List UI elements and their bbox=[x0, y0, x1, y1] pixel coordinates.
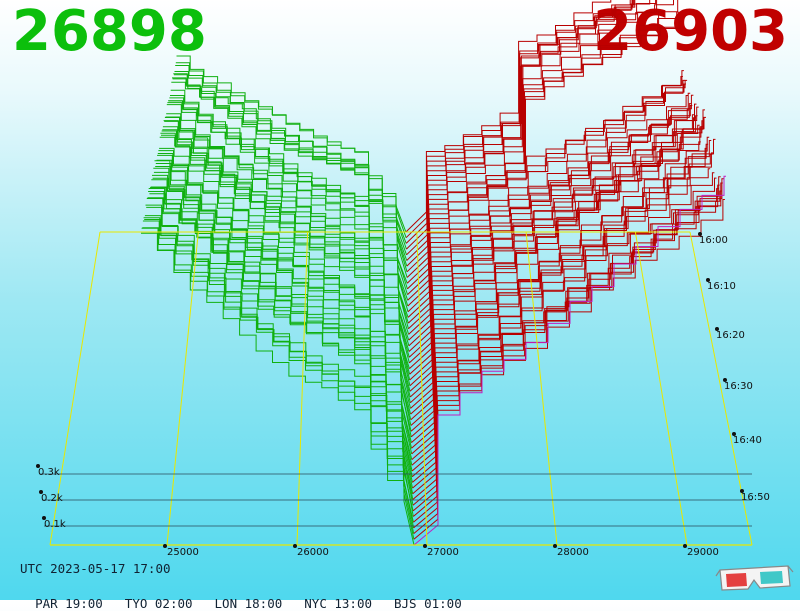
bid-depth-line bbox=[175, 65, 407, 244]
tz-nyc: NYC 13:00 bbox=[304, 596, 372, 611]
tz-lon: LON 18:00 bbox=[214, 596, 283, 611]
x-tick-dot bbox=[423, 544, 427, 548]
timezone-row: PAR 19:00 TYO 02:00 LON 18:00 NYC 13:00 BJS … bbox=[20, 581, 484, 611]
grid-price-line bbox=[166, 231, 199, 546]
tz-par: PAR 19:00 bbox=[35, 596, 103, 611]
x-tick-label: 28000 bbox=[557, 547, 589, 558]
ask-depth-line bbox=[408, 83, 686, 330]
ask-depth-line bbox=[411, 153, 713, 472]
grid-price-line bbox=[416, 231, 428, 546]
3d-glasses-icon[interactable] bbox=[714, 562, 794, 594]
ask-depth-line bbox=[413, 199, 725, 540]
time-tick-dot bbox=[740, 489, 744, 493]
ask-price: 26903 bbox=[593, 0, 788, 64]
time-tick-dot bbox=[706, 278, 710, 282]
grid-left-edge bbox=[49, 231, 101, 546]
y-tick-label: 0.1k bbox=[44, 519, 66, 530]
grid-price-line bbox=[525, 231, 558, 546]
time-tick-dot bbox=[732, 432, 736, 436]
time-tick-dot bbox=[723, 378, 727, 382]
ask-depth-line bbox=[407, 79, 685, 324]
bid-depth-line bbox=[152, 174, 412, 449]
x-tick-dot bbox=[163, 544, 167, 548]
time-tick-label: 16:50 bbox=[741, 492, 770, 503]
ask-depth-line bbox=[410, 141, 701, 409]
ask-depth-line bbox=[412, 188, 719, 506]
bid-depth-line bbox=[176, 55, 407, 233]
tz-bjs: BJS 01:00 bbox=[394, 596, 462, 611]
ask-depth-line bbox=[410, 116, 706, 438]
x-tick-label: 29000 bbox=[687, 547, 719, 558]
ask-depth-line bbox=[412, 172, 715, 483]
ask-depth-line bbox=[412, 138, 716, 489]
utc-time: UTC 2023-05-17 17:00 bbox=[20, 561, 171, 576]
bid-depth-line bbox=[141, 227, 415, 540]
y-tick-label: 0.3k bbox=[38, 467, 60, 478]
ask-depth-line bbox=[405, 0, 631, 239]
bid-depth-line bbox=[170, 89, 408, 284]
ask-depth-line bbox=[411, 152, 714, 478]
bid-depth-line bbox=[157, 154, 411, 403]
ask-depth-line bbox=[406, 0, 635, 261]
y-tick-dot bbox=[39, 490, 43, 494]
ask-depth-line bbox=[408, 92, 691, 352]
ask-depth-line bbox=[413, 182, 723, 529]
ask-depth-line bbox=[407, 0, 680, 295]
ask-depth-line bbox=[409, 94, 694, 369]
bid-price: 26898 bbox=[12, 0, 207, 64]
bid-depth-line bbox=[172, 77, 408, 272]
x-tick-label: 25000 bbox=[167, 547, 199, 558]
ask-depth-line bbox=[408, 105, 693, 364]
time-tick-label: 16:10 bbox=[707, 281, 736, 292]
ask-depth-line bbox=[411, 143, 709, 449]
ask-depth-line bbox=[411, 168, 711, 460]
y-tick-label: 0.2k bbox=[41, 493, 63, 504]
ask-depth-line bbox=[413, 175, 726, 546]
ask-depth-line bbox=[406, 0, 634, 256]
y-tick-dot bbox=[42, 516, 46, 520]
y-tick-dot bbox=[36, 464, 40, 468]
x-tick-dot bbox=[553, 544, 557, 548]
x-tick-dot bbox=[293, 544, 297, 548]
ask-depth-line bbox=[409, 106, 699, 398]
time-tick-dot bbox=[715, 327, 719, 331]
ask-depth-line bbox=[411, 140, 712, 466]
bid-depth-line bbox=[141, 232, 415, 546]
x-tick-label: 27000 bbox=[427, 547, 459, 558]
x-tick-dot bbox=[683, 544, 687, 548]
grid-price-line bbox=[296, 231, 309, 546]
ask-depth-line bbox=[410, 126, 703, 421]
ask-depth-line bbox=[407, 20, 682, 307]
time-tick-label: 16:00 bbox=[699, 235, 728, 246]
ask-depth-line bbox=[406, 0, 636, 267]
grid-price-line bbox=[634, 231, 688, 546]
ask-depth-line bbox=[412, 176, 721, 517]
x-tick-label: 26000 bbox=[297, 547, 329, 558]
time-tick-label: 16:20 bbox=[716, 330, 745, 341]
bid-depth-line bbox=[171, 81, 408, 278]
time-tick-label: 16:40 bbox=[733, 435, 762, 446]
bid-depth-line bbox=[166, 113, 409, 324]
ask-depth-line bbox=[413, 178, 724, 534]
ask-depth-line bbox=[410, 109, 705, 432]
ask-depth-line bbox=[406, 0, 658, 284]
ask-depth-line bbox=[408, 95, 689, 341]
time-tick-dot bbox=[698, 232, 702, 236]
ask-depth-line bbox=[407, 70, 684, 318]
ask-depth-line bbox=[406, 0, 657, 278]
ask-depth-line bbox=[405, 0, 612, 233]
time-tick-label: 16:30 bbox=[724, 381, 753, 392]
tz-tyo: TYO 02:00 bbox=[124, 596, 193, 611]
ask-depth-line bbox=[411, 136, 710, 455]
